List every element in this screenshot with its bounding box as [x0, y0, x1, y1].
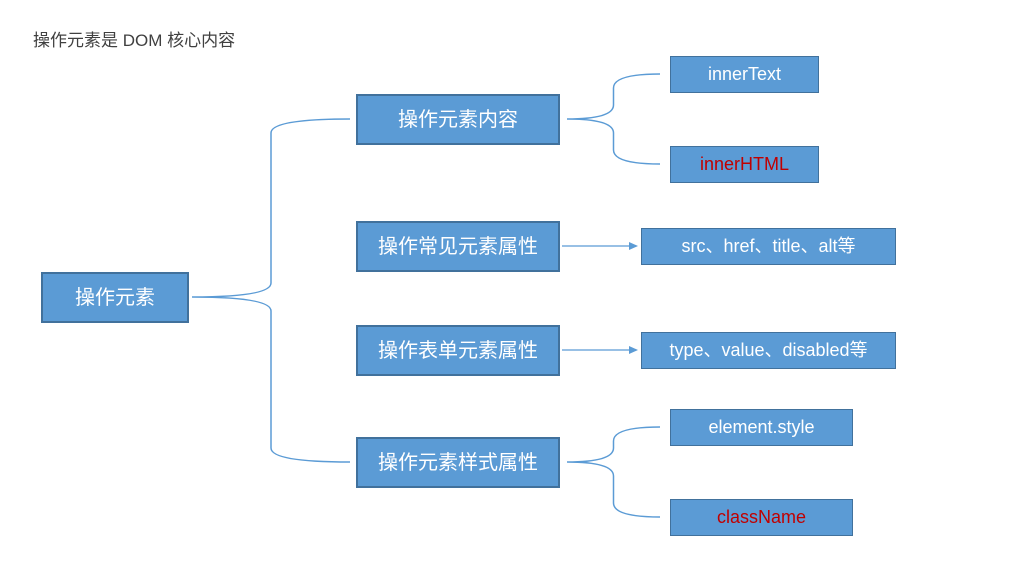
node-style: 操作元素样式属性: [356, 437, 560, 488]
node-attrs: 操作常见元素属性: [356, 221, 560, 272]
bracket-style: [567, 427, 660, 517]
node-innerText: innerText: [670, 56, 819, 93]
arrow-head-form: [629, 346, 638, 354]
node-elStyle: element.style: [670, 409, 853, 446]
node-root: 操作元素: [41, 272, 189, 323]
node-innerHTML: innerHTML: [670, 146, 819, 183]
node-srcHref: src、href、title、alt等: [641, 228, 896, 265]
node-className: className: [670, 499, 853, 536]
node-content: 操作元素内容: [356, 94, 560, 145]
bracket-content: [567, 74, 660, 164]
node-form: 操作表单元素属性: [356, 325, 560, 376]
diagram-title: 操作元素是 DOM 核心内容: [33, 26, 235, 51]
arrow-head-attrs: [629, 242, 638, 250]
node-typeVal: type、value、disabled等: [641, 332, 896, 369]
bracket-root: [192, 119, 350, 462]
